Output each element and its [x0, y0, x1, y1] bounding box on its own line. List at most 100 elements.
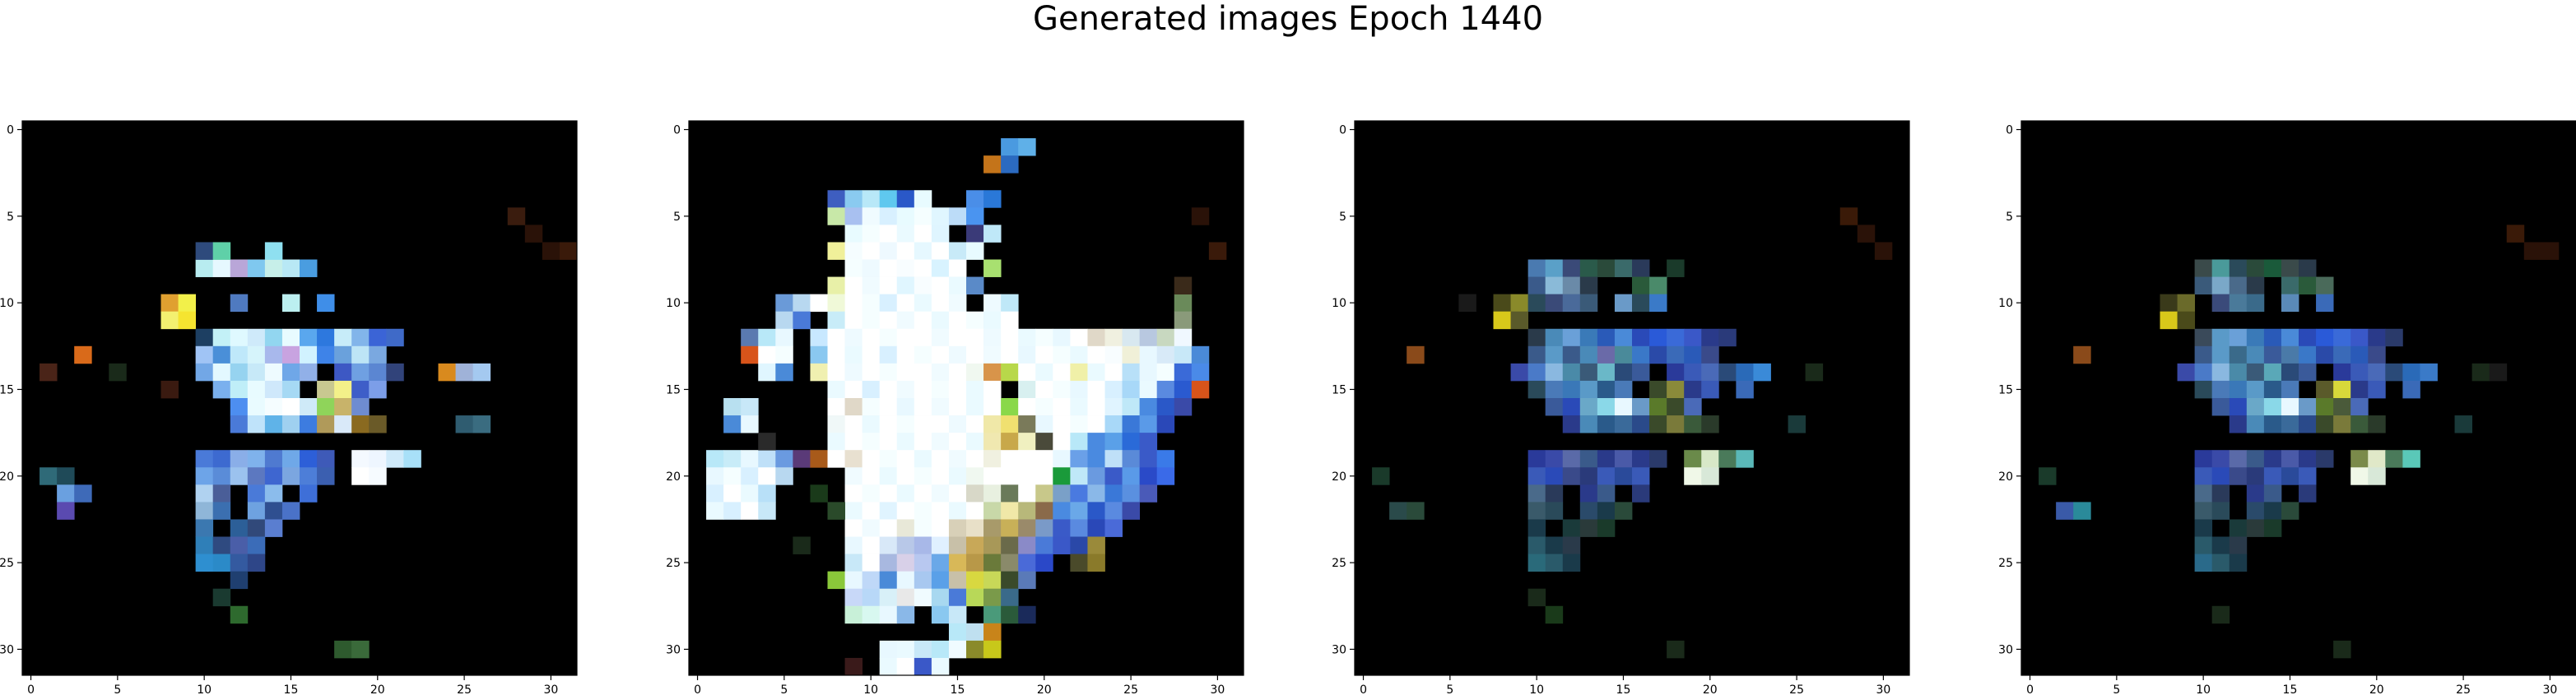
- image-pixel: [230, 398, 249, 416]
- image-pixel: [2299, 345, 2317, 364]
- image-pixel: [74, 484, 92, 503]
- image-pixel: [1104, 519, 1123, 537]
- x-tick-label: 10: [197, 683, 212, 695]
- image-pixel: [983, 190, 1002, 208]
- image-pixel: [195, 450, 214, 468]
- image-pixel: [212, 242, 231, 260]
- image-pixel: [1053, 345, 1071, 364]
- image-pixel: [1001, 554, 1019, 572]
- image-pixel: [1191, 363, 1210, 382]
- y-tick-label: 30: [1998, 643, 2013, 656]
- image-pixel: [914, 259, 932, 277]
- image-pixel: [1632, 363, 1650, 382]
- image-pixel: [212, 502, 231, 520]
- image-pixel: [2281, 467, 2299, 485]
- image-pixel: [1562, 363, 1581, 382]
- image-pixel: [896, 467, 915, 485]
- image-pixel: [1018, 345, 1036, 364]
- image-pixel: [247, 450, 266, 468]
- image-pixel: [914, 571, 932, 590]
- image-pixel: [2263, 398, 2282, 416]
- image-pixel: [195, 554, 214, 572]
- image-pixel: [2073, 345, 2091, 364]
- image-pixel: [1562, 415, 1581, 433]
- image-pixel: [264, 242, 283, 260]
- image-pixel: [793, 450, 811, 468]
- image-pixel: [844, 657, 863, 676]
- image-pixel: [1191, 380, 1210, 399]
- image-pixel: [914, 276, 932, 295]
- image-pixel: [862, 554, 881, 572]
- image-pixel: [706, 450, 724, 468]
- image-pixel: [1174, 294, 1193, 313]
- image-pixel: [1035, 519, 1053, 537]
- image-pixel: [1545, 450, 1564, 468]
- image-pixel: [2281, 380, 2299, 399]
- image-pixel: [844, 554, 863, 572]
- image-pixel: [542, 242, 560, 260]
- image-pixel: [351, 467, 370, 485]
- image-pixel: [1667, 380, 1685, 399]
- image-pixel: [230, 328, 249, 347]
- image-pixel: [1632, 328, 1650, 347]
- image-pixel: [2299, 484, 2317, 503]
- image-pixel: [1701, 415, 1719, 433]
- image-pixel: [896, 259, 915, 277]
- image-pixel: [896, 328, 915, 347]
- image-pixel: [896, 415, 915, 433]
- image-pixel: [195, 519, 214, 537]
- x-tick-label: 15: [951, 683, 965, 695]
- image-pixel: [1562, 467, 1581, 485]
- image-pixel: [758, 484, 776, 503]
- image-pixel: [1070, 398, 1088, 416]
- image-pixel: [195, 328, 214, 347]
- image-pixel: [1632, 345, 1650, 364]
- image-pixel: [983, 640, 1002, 659]
- image-pixel: [2281, 502, 2299, 520]
- image-pixel: [1070, 536, 1088, 554]
- image-pixel: [1139, 398, 1158, 416]
- image-pixel: [948, 242, 967, 260]
- x-tick-label: 10: [1529, 683, 1544, 695]
- y-tick-label: 0: [2006, 124, 2013, 137]
- image-panel-4: 0 5 10 15 20 25 30 0 5 10 15 20 25 30: [1998, 120, 2576, 695]
- image-pixel: [2211, 467, 2230, 485]
- image-pixel: [966, 311, 984, 330]
- image-pixel: [230, 380, 249, 399]
- image-pixel: [879, 554, 898, 572]
- image-pixel: [212, 345, 231, 364]
- image-pixel: [948, 536, 967, 554]
- image-pixel: [1632, 398, 1650, 416]
- image-pixel: [1527, 536, 1546, 554]
- x-tick-label: 5: [114, 683, 121, 695]
- image-pixel: [2402, 450, 2420, 468]
- image-pixel: [2350, 380, 2369, 399]
- image-pixel: [160, 380, 179, 399]
- image-pixel: [793, 311, 811, 330]
- image-pixel: [74, 345, 92, 364]
- image-pixel: [914, 294, 932, 313]
- image-pixel: [1667, 415, 1685, 433]
- image-pixel: [212, 259, 231, 277]
- image-pixel: [2246, 363, 2265, 382]
- image-pixel: [1667, 328, 1685, 347]
- image-pixel: [2211, 484, 2230, 503]
- image-pixel: [1684, 415, 1702, 433]
- image-pixel: [844, 380, 863, 399]
- x-tick-label: 20: [1037, 683, 1052, 695]
- image-pixel: [862, 363, 881, 382]
- image-pixel: [1018, 467, 1036, 485]
- y-tick-label: 5: [1339, 211, 1346, 224]
- image-pixel: [723, 450, 742, 468]
- image-pixel: [948, 207, 967, 225]
- image-pixel: [896, 345, 915, 364]
- image-pixel: [2246, 345, 2265, 364]
- image-pixel: [2316, 294, 2334, 313]
- image-pixel: [810, 363, 828, 382]
- image-pixel: [793, 536, 811, 554]
- image-pixel: [931, 588, 950, 607]
- image-pixel: [1122, 398, 1141, 416]
- image-pixel: [914, 242, 932, 260]
- image-pixel: [1562, 294, 1581, 313]
- image-pixel: [1018, 502, 1036, 520]
